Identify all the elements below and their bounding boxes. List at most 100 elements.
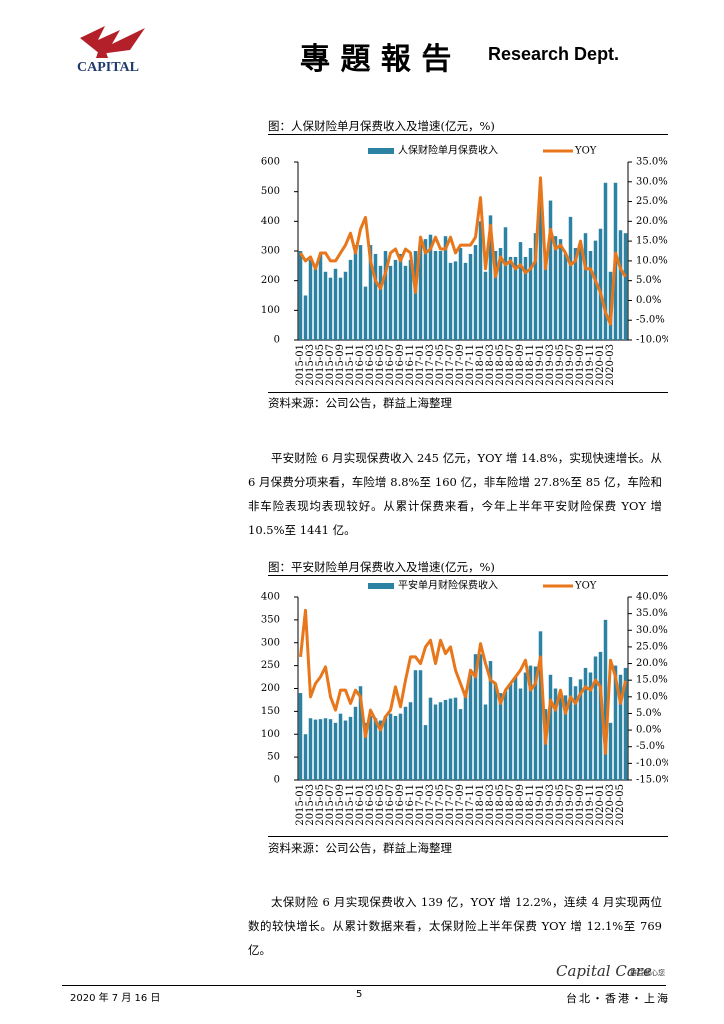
bar: [483, 704, 488, 780]
x-tick-label: 2019-07: [565, 344, 576, 386]
bar: [568, 216, 573, 340]
bar: [383, 251, 388, 340]
bar: [323, 718, 328, 780]
bar: [303, 734, 308, 780]
legend-label: YOY: [574, 581, 597, 592]
bar: [423, 725, 428, 780]
bar: [308, 259, 313, 340]
bar: [523, 256, 528, 340]
bar: [408, 702, 413, 780]
brand-slogan: 群益關心您: [630, 969, 665, 977]
bar: [558, 239, 563, 340]
y-tick-label: 150: [261, 706, 280, 717]
x-tick-label: 2018-05: [495, 784, 506, 826]
x-tick-label: 2019-03: [545, 784, 556, 826]
bar: [393, 259, 398, 340]
dept: Research Dept.: [488, 44, 620, 64]
bar: [358, 686, 363, 780]
x-tick-label: 2016-09: [395, 784, 406, 826]
bar: [493, 683, 498, 780]
chart: 0 100 200 300 400 500 600 -10.0% -5.0% 0.0% 5.0% 10…: [261, 144, 668, 386]
bar: [503, 690, 508, 780]
legend-label: 人保财险单月保费收入: [398, 144, 498, 157]
x-tick-label: 2015-11: [345, 784, 356, 826]
x-tick-label: 2015-03: [305, 784, 316, 826]
report-title: 專 題 報 告: [300, 42, 452, 77]
bar: [468, 253, 473, 340]
x-tick-label: 2020-03: [605, 784, 616, 826]
bar: [528, 248, 533, 340]
bar: [548, 200, 553, 340]
bar: [353, 706, 358, 780]
bar: [508, 683, 513, 780]
bar: [338, 713, 343, 780]
y2-tick-label: 30.0%: [636, 176, 668, 187]
y2-tick-label: 20.0%: [636, 658, 668, 669]
x-tick-label: 2018-11: [525, 344, 536, 386]
bar: [428, 697, 433, 780]
y2-tick-label: 5.0%: [636, 708, 661, 719]
bar: [533, 666, 538, 780]
bar: [588, 672, 593, 780]
bar: [513, 256, 518, 340]
x-tick-label: 2019-07: [565, 784, 576, 826]
x-tick-label: 2019-01: [535, 344, 546, 386]
y2-tick-label: 35.0%: [636, 157, 668, 168]
bar: [578, 245, 583, 340]
bar: [618, 674, 623, 780]
y-tick-label: 50: [267, 752, 280, 763]
y-tick-label: 600: [261, 157, 280, 168]
locations: 台北・香港・上海: [566, 992, 670, 1005]
x-tick-label: 2019-09: [575, 784, 586, 826]
x-tick-label: 2017-03: [425, 344, 436, 386]
bar: [333, 722, 338, 780]
bar: [563, 253, 568, 340]
bar: [353, 245, 358, 340]
bar: [298, 251, 303, 340]
x-tick-label: 2018-01: [475, 344, 486, 386]
bar: [478, 654, 483, 780]
bar: [458, 709, 463, 780]
bar: [338, 277, 343, 340]
x-tick-label: 2017-01: [415, 784, 426, 826]
bar: [473, 654, 478, 780]
x-tick-label: 2019-05: [555, 784, 566, 826]
logo-text: CAPITAL: [77, 60, 139, 75]
x-tick-label: 2017-05: [435, 344, 446, 386]
bar: [403, 706, 408, 780]
bar: [373, 718, 378, 780]
bar: [328, 719, 333, 780]
bar: [588, 251, 593, 340]
bar: [573, 686, 578, 780]
bar: [598, 228, 603, 340]
bar: [348, 259, 353, 340]
bar: [488, 215, 493, 340]
bar: [433, 251, 438, 340]
bar: [603, 182, 608, 340]
bar: [548, 674, 553, 780]
bar: [418, 670, 423, 780]
bar: [388, 265, 393, 340]
x-tick-label: 2015-03: [305, 344, 316, 386]
x-tick-label: 2015-05: [315, 344, 326, 386]
bar: [438, 702, 443, 780]
y2-tick-label: 25.0%: [636, 196, 668, 207]
x-tick-label: 2018-01: [475, 784, 486, 826]
bar: [408, 259, 413, 340]
bar: [358, 245, 363, 340]
x-tick-label: 2017-07: [445, 784, 456, 826]
x-tick-label: 2020-01: [595, 784, 606, 826]
bar: [603, 619, 608, 780]
bar: [318, 253, 323, 340]
bar: [348, 716, 353, 780]
y-tick-label: 400: [261, 216, 280, 227]
bar: [503, 227, 508, 340]
bar: [528, 665, 533, 780]
bar: [413, 251, 418, 340]
y2-tick-label: 0.0%: [636, 725, 661, 736]
y2-tick-label: 30.0%: [636, 625, 668, 636]
x-tick-label: 2017-11: [465, 784, 476, 826]
x-tick-label: 2018-07: [505, 784, 516, 826]
y2-tick-label: -10.0%: [636, 335, 668, 346]
